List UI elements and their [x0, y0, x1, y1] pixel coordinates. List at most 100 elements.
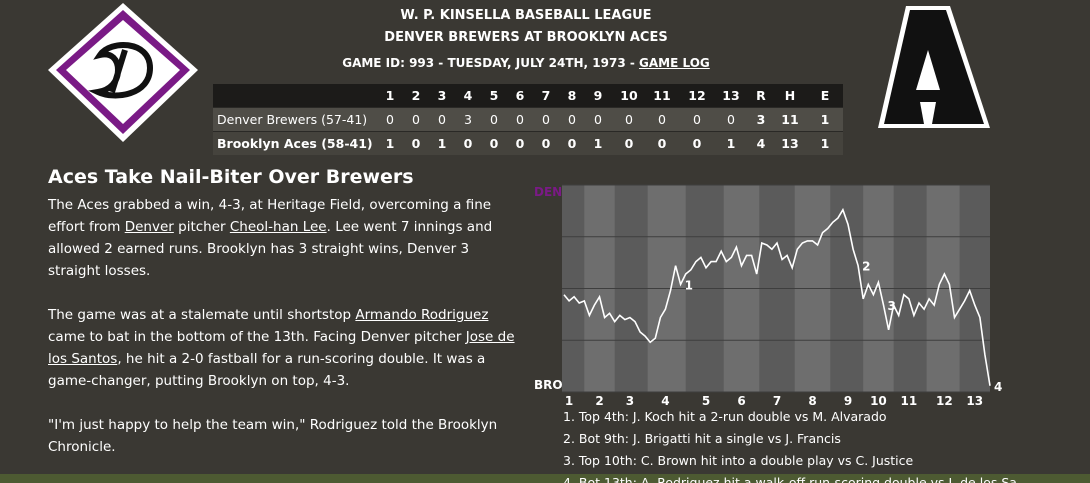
- x-tick-label: 8: [808, 394, 816, 408]
- score-cell: 0: [625, 112, 633, 127]
- play-marker: 1: [685, 278, 693, 292]
- column-header: R: [756, 88, 766, 103]
- game-log-link[interactable]: GAME LOG: [639, 56, 710, 70]
- key-play: 2. Bot 9th: J. Brigatti hit a single vs …: [563, 431, 841, 446]
- score-cell: 0: [541, 136, 551, 151]
- play-marker: 4: [994, 380, 1002, 394]
- text: The Aces grabbed a win, 4-3, at Heritage…: [48, 197, 492, 235]
- score-cell: 0: [489, 136, 499, 151]
- score-cell: 0: [411, 136, 421, 151]
- column-header: 6: [515, 88, 525, 103]
- text: came to bat in the bottom of the 13th. F…: [48, 329, 466, 345]
- column-header: 12: [688, 88, 706, 103]
- paragraph: The game was at a stalemate until shorts…: [48, 304, 518, 392]
- win-probability-line: [563, 207, 991, 386]
- score-cell: 13: [781, 136, 799, 151]
- score-cell: 1: [820, 136, 830, 151]
- score-cell: 0: [568, 112, 576, 127]
- x-tick-label: 9: [844, 394, 852, 408]
- score-cell: 0: [386, 112, 394, 127]
- x-tick-label: 2: [595, 394, 603, 408]
- text: "I'm just happy to help the team win," R…: [48, 417, 498, 455]
- score-cell: 1: [593, 136, 603, 151]
- score-cell: 3: [756, 112, 766, 127]
- paragraph: The Aces grabbed a win, 4-3, at Heritage…: [48, 194, 518, 282]
- score-cell: 0: [438, 112, 446, 127]
- key-play: 4. Bot 13th: A. Rodriguez hit a walk-off…: [563, 475, 1017, 483]
- team-name: Denver Brewers (57-41): [217, 112, 368, 127]
- y-label-top: DEN: [534, 185, 562, 199]
- text: The game was at a stalemate until shorts…: [48, 307, 356, 323]
- column-header: E: [820, 88, 830, 103]
- x-tick-label: 1: [565, 394, 573, 408]
- link[interactable]: Armando Rodriguez: [355, 307, 489, 323]
- text: pitcher: [173, 219, 230, 235]
- column-header: 11: [653, 88, 671, 103]
- score-cell: 3: [464, 112, 472, 127]
- x-tick-label: 7: [773, 394, 781, 408]
- score-cell: 0: [693, 112, 701, 127]
- linescore-row: Brooklyn Aces (58-41) 1 0 1 0 0 0 0 0 1 0 0 0 1 4 13 1: [213, 131, 843, 155]
- x-tick-label: 4: [661, 394, 669, 408]
- column-header: 13: [722, 88, 740, 103]
- link[interactable]: Denver: [124, 219, 174, 235]
- score-cell: 4: [756, 136, 766, 151]
- link[interactable]: Cheol-han Lee: [229, 219, 327, 235]
- score-cell: 0: [516, 112, 524, 127]
- key-play: 1. Top 4th: J. Koch hit a 2-run double v…: [563, 409, 887, 424]
- team-name: Brooklyn Aces (58-41): [217, 136, 373, 151]
- x-tick-label: 3: [626, 394, 634, 408]
- game-id: GAME ID: 993 - TUESDAY, JULY 24TH, 1973 …: [342, 56, 640, 70]
- text: . Lee went 7 innings and allowed 2 earne…: [48, 219, 493, 279]
- score-cell: 0: [594, 112, 602, 127]
- game-info: GAME ID: 993 - TUESDAY, JULY 24TH, 1973 …: [326, 56, 726, 70]
- paragraph: "I'm just happy to help the team win," R…: [48, 414, 518, 458]
- league-name: W. P. KINSELLA BASEBALL LEAGUE: [400, 8, 652, 23]
- score-cell: 0: [657, 136, 667, 151]
- score-cell: 0: [463, 136, 473, 151]
- column-header: 1: [385, 88, 395, 103]
- link[interactable]: Jose de los Santos: [48, 329, 515, 367]
- column-header: 2: [411, 88, 421, 103]
- headline: Aces Take Nail-Biter Over Brewers: [48, 166, 414, 188]
- column-header: 10: [620, 88, 638, 103]
- score-cell: 0: [692, 136, 702, 151]
- score-cell: 0: [658, 112, 666, 127]
- score-cell: 0: [567, 136, 577, 151]
- x-tick-label: 10: [870, 394, 887, 408]
- matchup: DENVER BREWERS AT BROOKLYN ACES: [384, 30, 668, 45]
- x-tick-label: 6: [737, 394, 745, 408]
- x-tick-label: 13: [966, 394, 983, 408]
- column-header: 5: [489, 88, 499, 103]
- home-logo: [878, 6, 990, 128]
- score-cell: 1: [385, 136, 395, 151]
- score-cell: 0: [542, 112, 550, 127]
- score-cell: 1: [820, 112, 830, 127]
- text: , he hit a 2-0 fastball for a run-scorin…: [48, 351, 486, 389]
- article: Aces Take Nail-Biter Over Brewers The Ac…: [48, 164, 518, 480]
- score-cell: 1: [437, 136, 447, 151]
- play-marker: 3: [888, 299, 896, 313]
- column-header: 4: [463, 88, 473, 103]
- score-cell: 11: [781, 112, 799, 127]
- score-cell: 0: [515, 136, 525, 151]
- x-tick-label: 12: [936, 394, 953, 408]
- score-cell: 1: [726, 136, 736, 151]
- linescore: 1 2 3 4 5 6 7 8 9 10 11 12 13 R H E Denver Brewers (57-4…: [213, 84, 843, 155]
- y-label-bottom: BRO: [534, 378, 563, 392]
- away-logo: [48, 3, 198, 142]
- column-header: H: [784, 88, 796, 103]
- score-cell: 0: [412, 112, 420, 127]
- key-play: 3. Top 10th: C. Brown hit into a double …: [563, 453, 914, 468]
- x-tick-label: 11: [901, 394, 918, 408]
- column-header: 7: [541, 88, 551, 103]
- column-header: 8: [567, 88, 577, 103]
- score-cell: 0: [624, 136, 634, 151]
- column-header: 9: [593, 88, 603, 103]
- column-header: 3: [437, 88, 447, 103]
- linescore-row: Denver Brewers (57-41) 0 0 0 3 0 0 0 0 0 0 0 0 0 3 11 1: [213, 107, 843, 131]
- x-tick-label: 5: [702, 394, 710, 408]
- key-plays: 1. Top 4th: J. Koch hit a 2-run double v…: [563, 406, 1023, 483]
